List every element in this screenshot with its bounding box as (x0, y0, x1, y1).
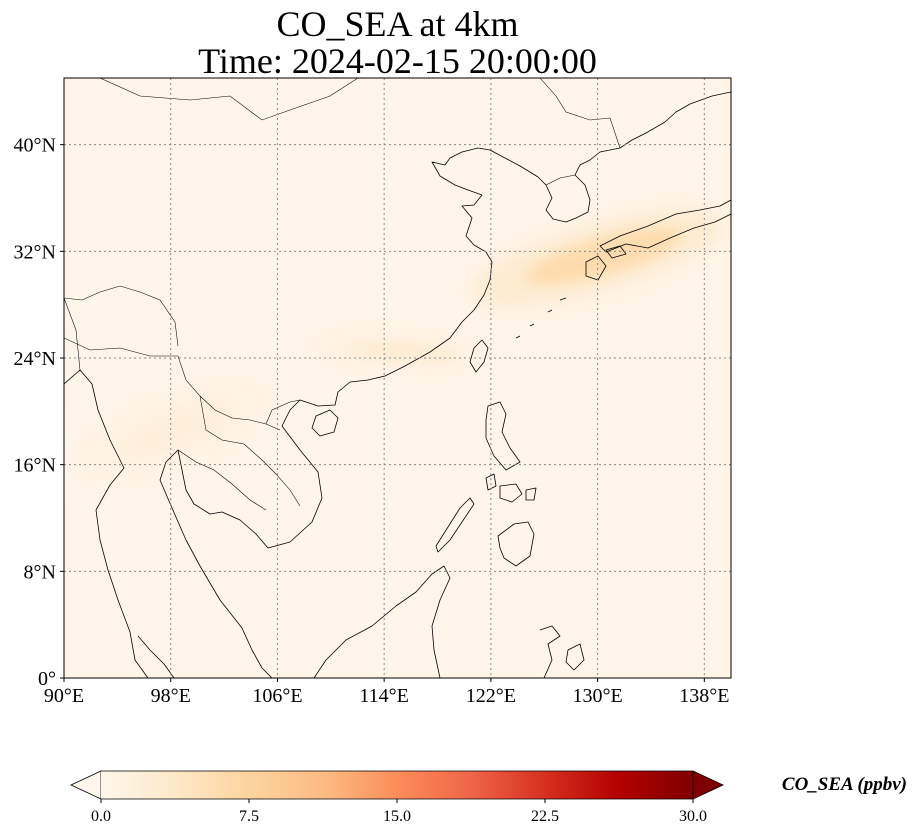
halmahera-island (565, 643, 585, 671)
kyushu-island (585, 255, 607, 281)
myanmar-border (64, 337, 281, 431)
colorbar-tick-label: 30.0 (679, 808, 707, 825)
sulawesi-island (539, 625, 561, 678)
x-tick-label: 130°E (572, 685, 622, 707)
colorbar-label: CO_SEA (ppbv) (782, 774, 907, 795)
colorbar-tick-label: 22.5 (531, 808, 559, 825)
hainan-island (311, 409, 339, 437)
x-tick-label: 114°E (359, 685, 408, 707)
borneo-island (313, 565, 451, 678)
colorbar-extend-max (692, 770, 724, 800)
coastlines (64, 91, 731, 678)
vietnam-border (265, 399, 301, 425)
ryukyu-islands (515, 297, 567, 339)
y-tick-label: 24°N (14, 348, 56, 370)
mindanao-island (497, 521, 535, 567)
mainland-coastline (64, 91, 731, 678)
laos-border (199, 395, 301, 507)
y-tick-label: 0° (38, 668, 56, 690)
china-russia-border (539, 78, 621, 149)
map-background (64, 78, 731, 678)
y-tick-label: 40°N (14, 135, 56, 157)
country-borders (64, 78, 621, 511)
shikoku-island (605, 245, 627, 259)
india-border (64, 297, 81, 371)
honshu-island (599, 199, 731, 253)
map-title-line1: CO_SEA at 4km (276, 4, 519, 44)
plume-2 (304, 331, 491, 371)
palawan-island (435, 497, 475, 553)
colorbar-extend-min (70, 770, 102, 800)
axis-ticks: 90°E 98°E 106°E 114°E 122°E 130°E 138°E 0° 8°N 16… (14, 135, 730, 707)
x-tick-label: 98°E (151, 685, 191, 707)
x-tick-label: 122°E (466, 685, 516, 707)
map-frame (63, 77, 732, 679)
x-tick-label: 90°E (44, 685, 84, 707)
sumatra-island (137, 635, 175, 678)
map-title-line2: Time: 2024-02-15 20:00:00 (198, 41, 597, 81)
y-tick-label: 8°N (24, 561, 56, 583)
china-mongolia-border (99, 78, 359, 121)
x-tick-label: 106°E (252, 685, 302, 707)
y-tick-label: 32°N (14, 241, 56, 263)
colorbar-tick-label: 0.0 (91, 808, 111, 825)
luzon-island (485, 401, 521, 471)
mindoro-island (485, 473, 497, 491)
y-tick-label: 16°N (14, 455, 56, 477)
plume-3 (69, 378, 272, 484)
visayas-islands (499, 483, 537, 503)
colorbar-ramp (101, 771, 693, 799)
taiwan-island (469, 339, 489, 373)
china-north-border (64, 285, 179, 347)
korea-border (545, 174, 576, 186)
x-tick-label: 138°E (679, 685, 729, 707)
thailand-border (177, 449, 267, 511)
colorbar-tick-label: 15.0 (383, 808, 411, 825)
colorbar-tick-label: 7.5 (239, 808, 259, 825)
